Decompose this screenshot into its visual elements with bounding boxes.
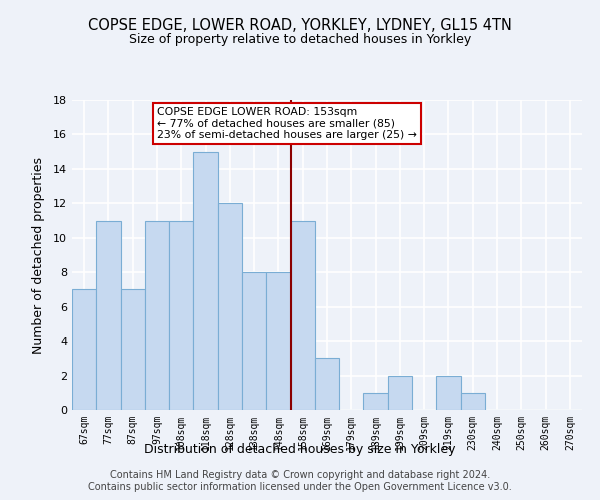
Text: Distribution of detached houses by size in Yorkley: Distribution of detached houses by size … <box>144 442 456 456</box>
Bar <box>121 290 145 410</box>
Text: COPSE EDGE LOWER ROAD: 153sqm
← 77% of detached houses are smaller (85)
23% of s: COPSE EDGE LOWER ROAD: 153sqm ← 77% of d… <box>157 107 417 140</box>
Text: Contains public sector information licensed under the Open Government Licence v3: Contains public sector information licen… <box>88 482 512 492</box>
Bar <box>315 358 339 410</box>
Bar <box>218 204 242 410</box>
Y-axis label: Number of detached properties: Number of detached properties <box>32 156 44 354</box>
Bar <box>388 376 412 410</box>
Bar <box>96 220 121 410</box>
Bar <box>364 393 388 410</box>
Bar <box>461 393 485 410</box>
Bar <box>72 290 96 410</box>
Bar <box>193 152 218 410</box>
Text: Contains HM Land Registry data © Crown copyright and database right 2024.: Contains HM Land Registry data © Crown c… <box>110 470 490 480</box>
Text: Size of property relative to detached houses in Yorkley: Size of property relative to detached ho… <box>129 32 471 46</box>
Bar <box>436 376 461 410</box>
Text: COPSE EDGE, LOWER ROAD, YORKLEY, LYDNEY, GL15 4TN: COPSE EDGE, LOWER ROAD, YORKLEY, LYDNEY,… <box>88 18 512 32</box>
Bar <box>290 220 315 410</box>
Bar <box>145 220 169 410</box>
Bar <box>169 220 193 410</box>
Bar <box>242 272 266 410</box>
Bar <box>266 272 290 410</box>
